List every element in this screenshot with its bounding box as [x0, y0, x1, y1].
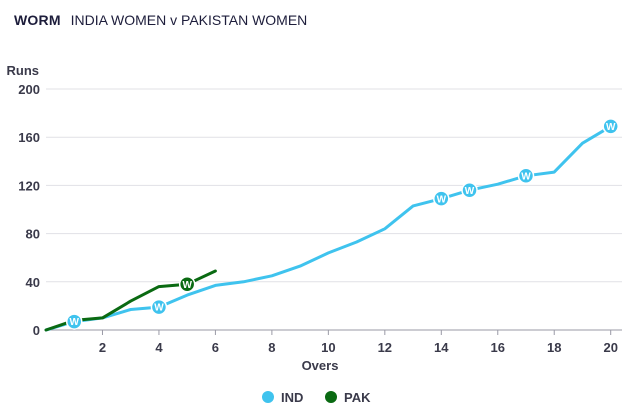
y-tick-label: 40: [26, 275, 40, 290]
x-tick-label: 18: [547, 340, 561, 355]
x-tick-label: 16: [491, 340, 505, 355]
axes: Runs Overs 0 40 80 120 160 200 2 4 6 8 10 12 14 16 18 2…: [7, 63, 623, 373]
wicket-marker-label: W: [154, 303, 164, 314]
legend: IND PAK: [262, 390, 371, 405]
x-tick-label: 8: [268, 340, 275, 355]
y-tick-label: 160: [18, 130, 40, 145]
x-tick-label: 4: [155, 340, 163, 355]
wicket-marker-ind[interactable]: W: [519, 168, 534, 183]
legend-item-ind[interactable]: IND: [262, 390, 303, 405]
wicket-marker-label: W: [606, 122, 616, 133]
wicket-marker-ind[interactable]: W: [67, 314, 82, 329]
series-lines: [46, 126, 611, 330]
y-axis-label: Runs: [7, 63, 40, 78]
wicket-marker-ind[interactable]: W: [603, 119, 618, 134]
x-tick-label: 6: [212, 340, 219, 355]
wicket-marker-ind[interactable]: W: [434, 191, 449, 206]
wicket-marker-label: W: [437, 194, 447, 205]
wicket-marker-label: W: [70, 317, 80, 328]
legend-label: PAK: [344, 390, 371, 405]
wicket-marker-pak[interactable]: W: [180, 277, 195, 292]
wicket-markers: W W W W W W W: [67, 119, 618, 329]
x-tick-label: 2: [99, 340, 106, 355]
wicket-marker-ind[interactable]: W: [462, 183, 477, 198]
wicket-marker-label: W: [521, 171, 531, 182]
legend-label: IND: [281, 390, 303, 405]
y-tick-label: 200: [18, 82, 40, 97]
y-tick-label: 120: [18, 178, 40, 193]
legend-swatch: [325, 391, 337, 403]
x-tick-label: 10: [321, 340, 335, 355]
wicket-marker-ind[interactable]: W: [151, 300, 166, 315]
wicket-marker-label: W: [465, 186, 475, 197]
y-tick-label: 0: [33, 323, 40, 338]
legend-item-pak[interactable]: PAK: [325, 390, 371, 405]
legend-swatch: [262, 391, 274, 403]
x-tick-label: 20: [603, 340, 617, 355]
x-tick-label: 12: [378, 340, 392, 355]
x-axis-label: Overs: [302, 358, 339, 373]
y-tick-label: 80: [26, 227, 40, 242]
grid-lines: [46, 89, 622, 282]
x-tick-label: 14: [434, 340, 449, 355]
wicket-marker-label: W: [182, 280, 192, 291]
